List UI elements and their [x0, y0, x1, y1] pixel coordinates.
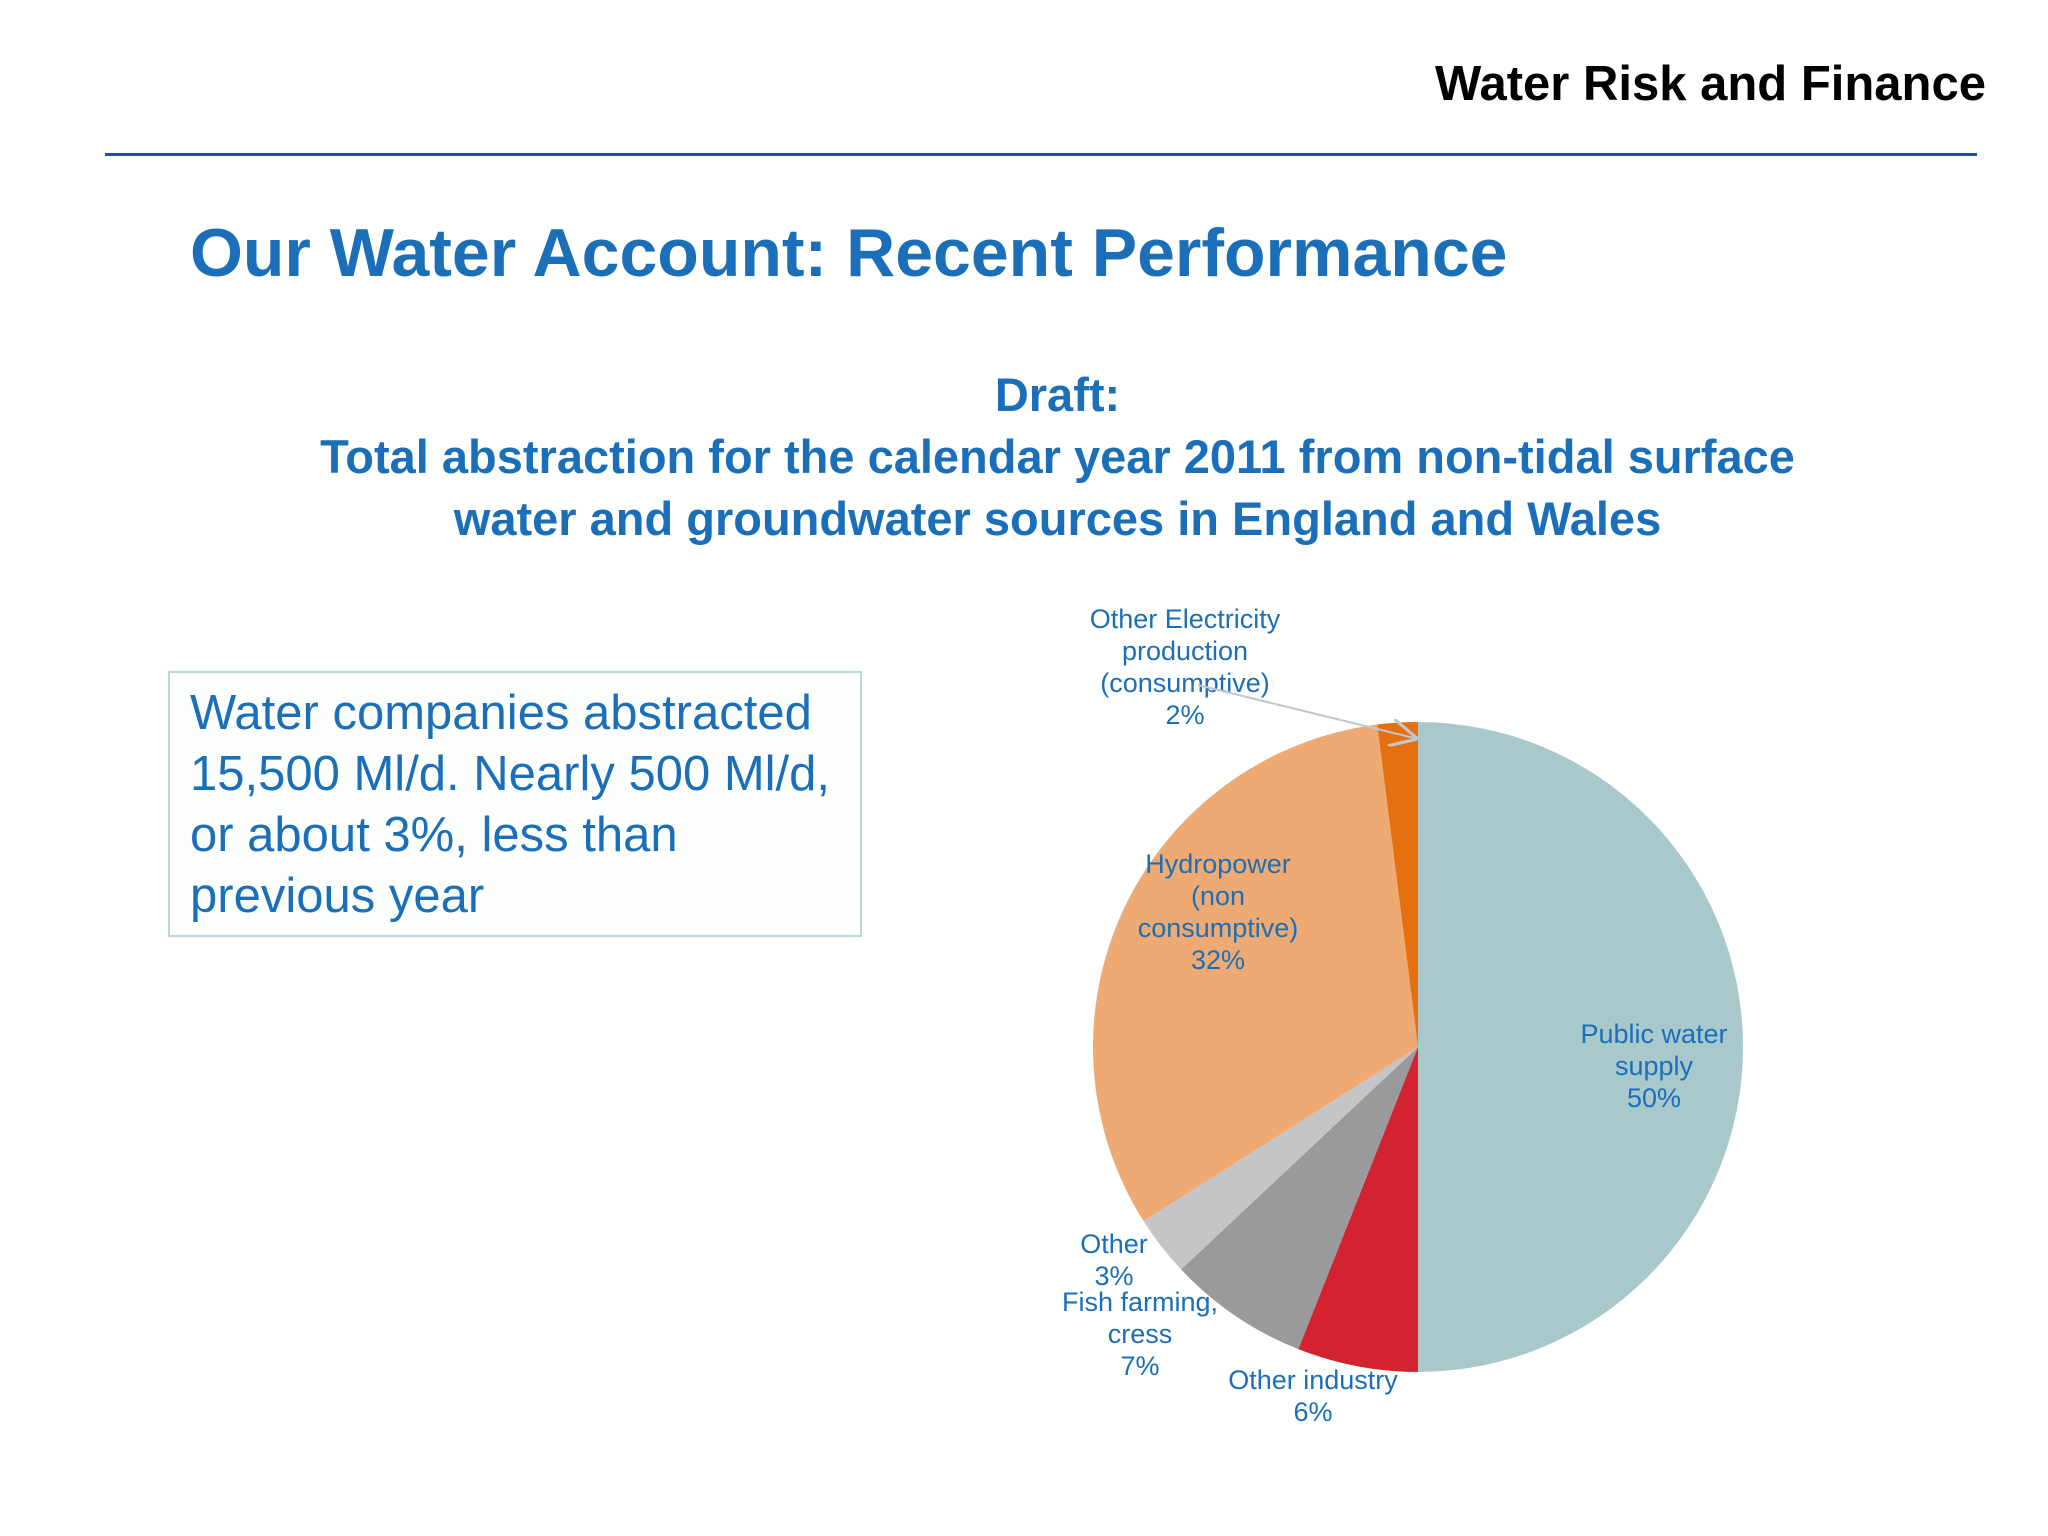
chart-heading-line-2: Total abstraction for the calendar year … — [320, 430, 1795, 483]
pie-slice-label: Fish farming, cress 7% — [1062, 1287, 1218, 1381]
pie-slice — [1377, 722, 1418, 1047]
callout-line-3: or about 3%, less than — [190, 808, 678, 862]
pie-slice-label: Other industry 6% — [1228, 1365, 1398, 1427]
chart-heading-line-3: water and groundwater sources in England… — [453, 492, 1662, 545]
label-leader-arrow — [1197, 684, 1414, 738]
chart-heading: Draft: Total abstraction for the calenda… — [230, 364, 1885, 550]
summary-callout-box: Water companies abstracted 15,500 Ml/d. … — [168, 671, 862, 937]
brand-title: Water Risk and Finance — [1435, 57, 1986, 111]
pie-slice — [1092, 724, 1418, 1222]
slide-title: Our Water Account: Recent Performance — [190, 215, 1508, 291]
pie-slice — [1418, 722, 1743, 1372]
pie-slice-label: Public water supply 50% — [1580, 1019, 1727, 1113]
pie-slice-label: Hydropower (non consumptive) 32% — [1138, 849, 1299, 975]
pie-slice-label: Other 3% — [1080, 1229, 1148, 1291]
chart-heading-line-1: Draft: — [994, 368, 1121, 421]
callout-line-2: 15,500 Ml/d. Nearly 500 Ml/d, — [190, 747, 831, 801]
pie-slice — [1181, 1047, 1418, 1350]
pie-slice — [1143, 1047, 1418, 1270]
header-divider — [105, 153, 1977, 156]
callout-line-1: Water companies abstracted — [190, 686, 812, 740]
callout-line-4: previous year — [190, 869, 485, 923]
pie-slice — [1298, 1047, 1418, 1372]
pie-slice-label: Other Electricity production (consumptive)… — [1090, 604, 1281, 730]
